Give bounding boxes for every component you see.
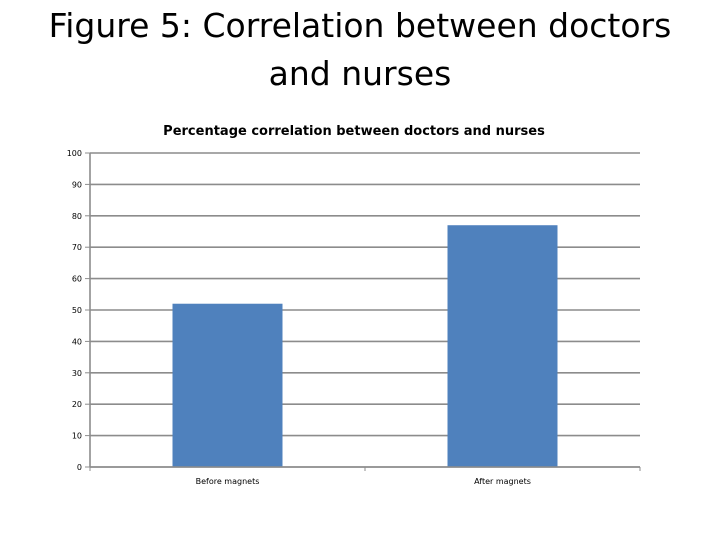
y-tick-label: 10 bbox=[72, 432, 82, 441]
y-tick-label: 60 bbox=[72, 275, 82, 284]
chart-title: Percentage correlation between doctors a… bbox=[163, 124, 545, 139]
y-tick-label: 20 bbox=[72, 400, 82, 409]
y-tick-label: 0 bbox=[77, 463, 82, 472]
bar-before-magnets bbox=[172, 303, 283, 467]
y-tick-label: 70 bbox=[72, 243, 82, 252]
x-category-label: Before magnets bbox=[196, 477, 260, 486]
bars bbox=[172, 225, 558, 467]
y-tick-label: 90 bbox=[72, 180, 82, 189]
y-tick-label: 40 bbox=[72, 337, 82, 346]
slide-title: Figure 5: Correlation between doctors an… bbox=[48, 6, 672, 93]
y-tick-label: 80 bbox=[72, 212, 82, 221]
x-category-label: After magnets bbox=[474, 477, 531, 486]
axes bbox=[85, 152, 641, 471]
y-tick-label: 100 bbox=[67, 149, 82, 158]
x-category-labels: Before magnets After magnets bbox=[196, 477, 531, 486]
y-tick-label: 50 bbox=[72, 306, 82, 315]
y-tick-label: 30 bbox=[72, 369, 82, 378]
y-tick-labels: 0 10 20 30 40 50 60 70 80 90 100 bbox=[67, 149, 82, 472]
bar-after-magnets bbox=[447, 225, 558, 467]
